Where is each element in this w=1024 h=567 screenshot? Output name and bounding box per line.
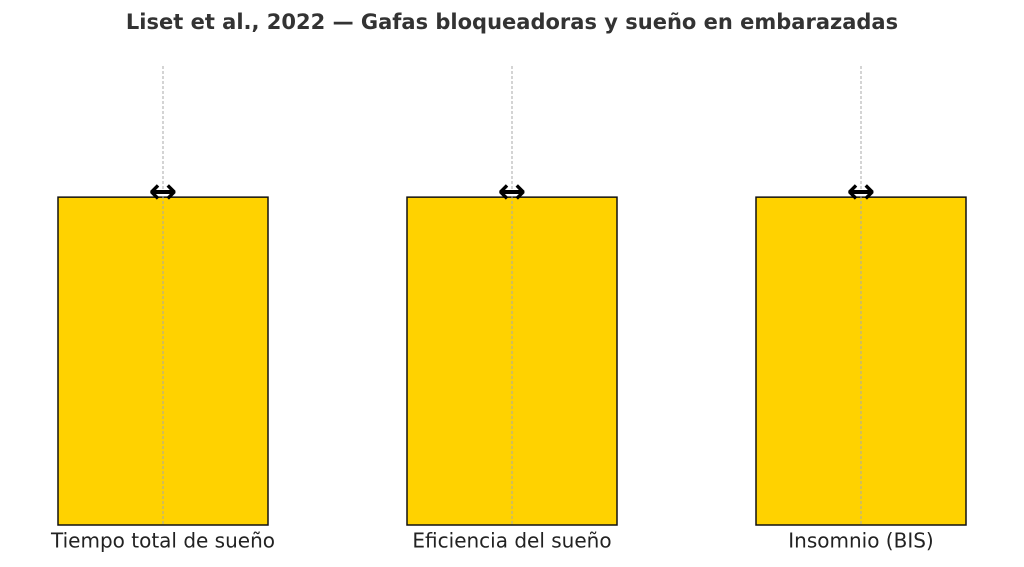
x-tick-label: Eficiencia del sueño [412,529,611,553]
annotation: ↔ [149,172,178,212]
chart-title: Liset et al., 2022 — Gafas bloqueadoras … [126,10,898,34]
annotation: ↔ [847,172,876,212]
x-tick-label: Tiempo total de sueño [50,529,275,553]
x-tick-label: Insomnio (BIS) [788,529,933,553]
annotation: ↔ [498,172,527,212]
